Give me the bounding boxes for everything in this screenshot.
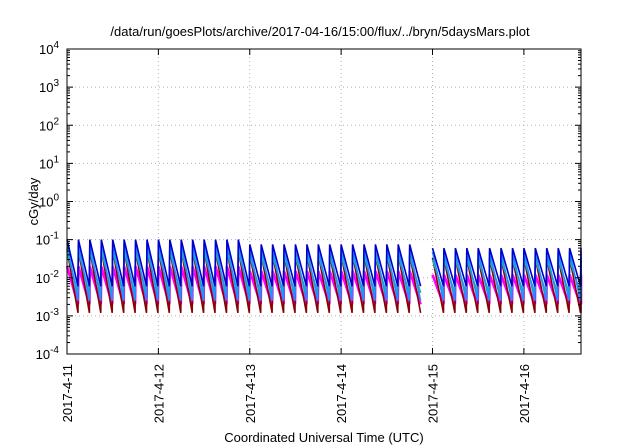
y-tick-label: 10-1 [36,231,60,248]
x-tick-label: 2017-4-15 [426,364,441,423]
grid [67,49,581,354]
y-tick-label: 102 [39,116,59,133]
x-tick-label: 2017-4-14 [334,364,349,423]
x-tick-label: 2017-4-11 [60,364,75,422]
y-tick-label: 104 [39,40,59,57]
y-tick-label: 10-2 [36,269,60,286]
y-tick-label: 103 [39,78,59,95]
y-axis-label-group: cGy/day [26,177,41,225]
x-tick-label: 2017-4-13 [243,364,258,423]
y-tick-label: 100 [39,193,59,210]
x-tick-label: 2017-4-16 [517,364,532,423]
y-tick-label: 10-4 [36,345,60,362]
y-tick-label: 101 [39,154,59,171]
chart-title: /data/run/goesPlots/archive/2017-04-16/1… [110,24,530,39]
series-group [65,239,583,314]
y-axis-label: cGy/day [26,177,41,225]
y-tick-label: 10-3 [36,307,60,324]
ticks: 10-4 10-3 10-2 10-1 100 101 102 103 104 2017-4-11… [36,40,581,423]
x-tick-label: 2017-4-12 [151,364,166,423]
x-axis-label: Coordinated Universal Time (UTC) [224,430,423,445]
series-line [66,239,582,287]
